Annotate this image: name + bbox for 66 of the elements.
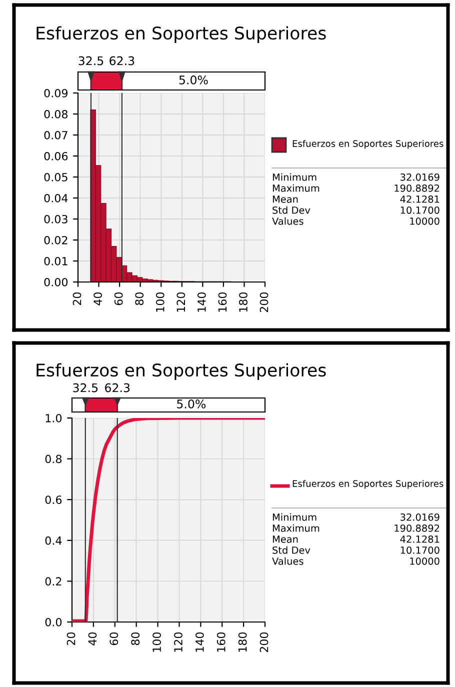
y-tick-label: 0.6 — [45, 496, 62, 504]
text: Mean — [272, 536, 298, 543]
text: Values — [272, 557, 304, 565]
y-tick-label: 0.0 — [45, 618, 62, 626]
x-tick-label: 120 — [176, 292, 186, 312]
chart-title: Esfuerzos en Soportes Superiores — [36, 363, 326, 380]
text: Minimum — [272, 173, 316, 181]
text: 5.0% — [179, 75, 208, 84]
text: 42.1281 — [400, 535, 440, 543]
y-tick-label: 0.8 — [45, 454, 62, 464]
x-tick-label: 40 — [88, 632, 97, 646]
ref-line-label: 62.3 — [110, 56, 134, 66]
text: 10000 — [410, 217, 440, 225]
y-tick-label: 0.00 — [44, 278, 68, 286]
x-tick-label: 40 — [94, 292, 102, 306]
x-tick-label: 120 — [174, 632, 182, 652]
text: Std Dev — [272, 206, 310, 214]
text: 190.8892 — [394, 524, 440, 532]
x-tick-label: 60 — [110, 632, 118, 646]
y-tick-label: 0.05 — [44, 172, 68, 182]
y-tick-label: 0.07 — [44, 130, 68, 140]
y-tick-label: 1.0 — [46, 414, 62, 422]
x-tick-label: 80 — [135, 292, 144, 306]
x-tick-label: 160 — [218, 292, 227, 312]
y-tick-label: 0.08 — [44, 110, 68, 118]
text: 5.0% — [177, 399, 206, 408]
ref-line-label: 62.3 — [105, 383, 130, 392]
x-tick-label: 200 — [260, 292, 268, 312]
text: 32.0169 — [400, 173, 440, 181]
text: 32.0169 — [400, 513, 440, 521]
text: Mean — [272, 196, 298, 203]
x-tick-label: 100 — [156, 292, 164, 312]
x-tick-label: 20 — [72, 292, 82, 306]
y-tick-label: 0.01 — [44, 256, 68, 266]
legend-label: Esfuerzos en Soportes Superiores — [292, 480, 444, 489]
x-tick-label: 100 — [152, 632, 161, 652]
y-tick-label: 0.03 — [44, 214, 68, 224]
legend-label: Esfuerzos en Soportes Superiores — [292, 140, 444, 149]
chart-title: Esfuerzos en Soportes Superiores — [36, 26, 326, 43]
y-tick-label: 0.4 — [45, 536, 62, 545]
y-tick-label: 0.06 — [44, 152, 68, 160]
ref-line-label: 32.5 — [78, 56, 104, 66]
x-tick-label: 160 — [216, 632, 226, 652]
text: 10.1700 — [400, 206, 440, 214]
text: 42.1281 — [400, 195, 440, 203]
ref-line-label: 32.5 — [73, 383, 98, 392]
text: 190.8892 — [394, 184, 440, 192]
text: Maximum — [272, 524, 320, 532]
x-tick-label: 60 — [114, 292, 123, 306]
x-tick-label: 180 — [239, 292, 248, 312]
x-tick-label: 20 — [66, 632, 76, 646]
x-tick-label: 80 — [131, 632, 140, 646]
text: Maximum — [272, 184, 320, 192]
x-tick-label: 140 — [197, 292, 206, 312]
x-tick-label: 180 — [238, 632, 247, 652]
text: Minimum — [272, 513, 316, 521]
y-tick-label: 0.02 — [44, 236, 68, 244]
text: 10000 — [410, 557, 440, 565]
x-tick-label: 200 — [260, 632, 268, 652]
text: Values — [272, 217, 304, 225]
y-tick-label: 0.09 — [44, 88, 68, 98]
y-tick-label: 0.2 — [45, 577, 62, 586]
text: Std Dev — [272, 546, 310, 554]
text: 10.1700 — [400, 546, 440, 554]
x-tick-label: 140 — [195, 632, 204, 652]
y-tick-label: 0.04 — [44, 194, 68, 202]
